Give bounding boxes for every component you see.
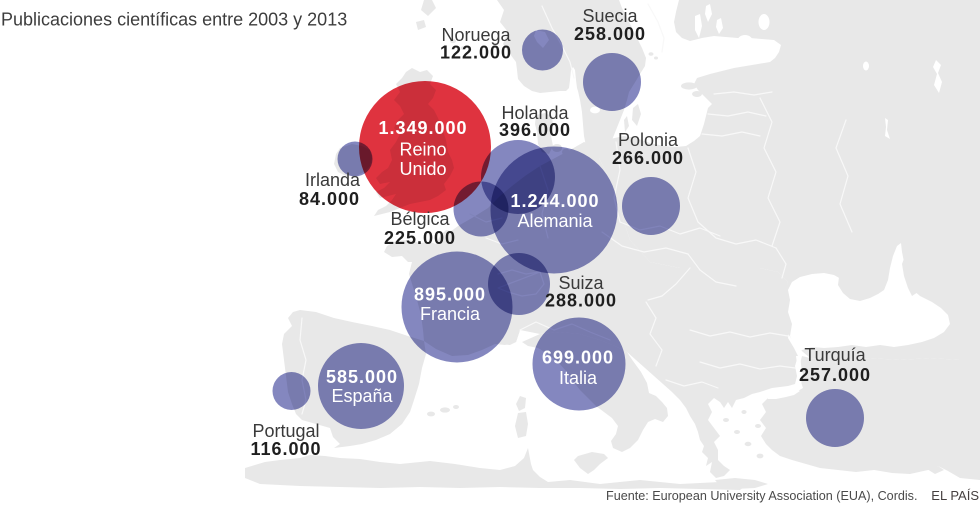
svg-text:Turquía: Turquía bbox=[804, 345, 866, 365]
svg-text:EL PAÍS: EL PAÍS bbox=[931, 488, 979, 503]
svg-text:España: España bbox=[331, 386, 393, 406]
svg-text:Suecia: Suecia bbox=[582, 6, 638, 26]
svg-text:396.000: 396.000 bbox=[499, 120, 571, 140]
svg-text:288.000: 288.000 bbox=[545, 291, 617, 311]
svg-text:Unido: Unido bbox=[399, 159, 446, 179]
svg-text:1.349.000: 1.349.000 bbox=[378, 118, 467, 138]
svg-text:Holanda: Holanda bbox=[501, 103, 569, 123]
svg-text:84.000: 84.000 bbox=[299, 189, 360, 209]
svg-text:Reino: Reino bbox=[399, 140, 446, 160]
svg-text:Francia: Francia bbox=[420, 304, 481, 324]
svg-text:257.000: 257.000 bbox=[799, 365, 871, 385]
svg-text:585.000: 585.000 bbox=[326, 367, 398, 387]
svg-text:Noruega: Noruega bbox=[441, 25, 511, 45]
svg-text:Publicaciones científicas entr: Publicaciones científicas entre 2003 y 2… bbox=[1, 10, 347, 30]
svg-text:Polonia: Polonia bbox=[618, 130, 679, 150]
svg-text:122.000: 122.000 bbox=[440, 43, 512, 63]
svg-text:266.000: 266.000 bbox=[612, 148, 684, 168]
svg-text:116.000: 116.000 bbox=[250, 439, 321, 459]
svg-text:895.000: 895.000 bbox=[414, 285, 486, 305]
svg-text:Portugal: Portugal bbox=[252, 421, 319, 441]
svg-text:Italia: Italia bbox=[559, 368, 598, 388]
svg-text:225.000: 225.000 bbox=[384, 228, 456, 248]
svg-text:Fuente: European University As: Fuente: European University Association … bbox=[606, 489, 917, 503]
svg-text:1.244.000: 1.244.000 bbox=[510, 191, 599, 211]
svg-text:Bélgica: Bélgica bbox=[390, 209, 450, 229]
svg-text:Irlanda: Irlanda bbox=[305, 170, 361, 190]
svg-text:Alemania: Alemania bbox=[517, 211, 593, 231]
svg-text:258.000: 258.000 bbox=[574, 24, 646, 44]
svg-text:Suiza: Suiza bbox=[558, 273, 604, 293]
svg-text:699.000: 699.000 bbox=[542, 348, 614, 368]
